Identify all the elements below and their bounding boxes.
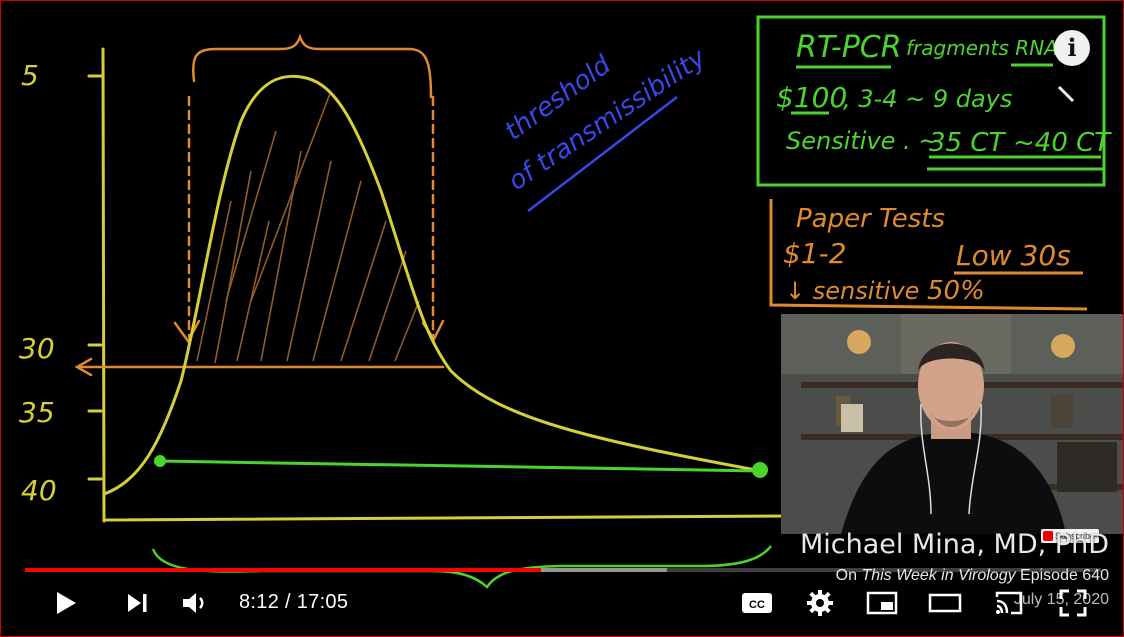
captions-button[interactable]: CC	[737, 585, 777, 621]
progress-bar[interactable]	[25, 568, 1101, 572]
time-display: 8:12 / 17:05	[239, 591, 348, 614]
viral-load-curve	[102, 74, 763, 496]
show-prefix: On	[835, 567, 862, 584]
rtpcr-box: RT-PCR fragments RNA $100 , 3-4 ~ 9 days…	[756, 15, 1112, 187]
pen-cursor-icon	[1057, 85, 1075, 103]
y-label-40: 40	[21, 474, 57, 507]
paper-percent: 50%	[927, 276, 985, 306]
fullscreen-icon	[1059, 589, 1087, 617]
presenter-name: Michael Mina, MD, PhD	[799, 529, 1109, 560]
miniplayer-icon	[866, 591, 898, 615]
cast-button[interactable]	[989, 585, 1029, 621]
paper-tests-box: Paper Tests $1-2 Low 30s ↓ sensitive 50%	[769, 199, 1088, 311]
next-icon	[128, 594, 147, 612]
presenter-video	[781, 314, 1123, 534]
orange-bracket-top	[74, 33, 445, 377]
webcam-inset	[781, 314, 1123, 534]
paper-ct: Low 30s	[956, 239, 1071, 272]
cc-label: CC	[749, 599, 765, 611]
detection-line	[154, 455, 768, 478]
rtpcr-40ct: ~40 CT	[1013, 128, 1112, 158]
rtpcr-title-rest: fragments RNA	[906, 36, 1058, 60]
volume-icon	[183, 593, 204, 613]
progress-played	[25, 568, 542, 572]
settings-button[interactable]	[801, 585, 839, 621]
theater-mode-button[interactable]	[925, 585, 965, 621]
play-icon	[57, 592, 76, 614]
fullscreen-button[interactable]	[1053, 585, 1093, 621]
y-label-35: 35	[19, 396, 55, 429]
info-icon[interactable]: i	[1054, 30, 1090, 66]
cc-icon: CC	[742, 593, 772, 613]
rtpcr-price: $100	[776, 81, 847, 114]
next-button[interactable]	[119, 585, 155, 621]
show-title: This Week in Virology	[861, 567, 1016, 584]
settings-icon	[807, 590, 833, 616]
graph-axes	[87, 47, 793, 523]
show-credit: On This Week in Virology Episode 640	[836, 567, 1109, 585]
rtpcr-title: RT-PCR	[796, 30, 902, 65]
threshold-annotation: threshold of transmissibility	[499, 43, 712, 212]
rtpcr-time: , 3-4 ~ 9 days	[843, 85, 1012, 113]
paper-title: Paper Tests	[796, 204, 945, 234]
y-label-30: 30	[19, 332, 55, 365]
y-label-5: 5	[21, 59, 39, 92]
current-time: 8:12	[239, 591, 280, 613]
subscribe-badge[interactable]: Subscribe	[1041, 529, 1100, 543]
cast-icon	[995, 591, 1023, 615]
rtpcr-sensitive: Sensitive . ~	[786, 127, 938, 155]
miniplayer-button[interactable]	[863, 585, 901, 621]
player-controls: 8:12 / 17:05 CC	[1, 579, 1123, 629]
theater-icon	[928, 593, 962, 613]
time-separator: /	[279, 591, 297, 613]
episode-number: Episode 640	[1015, 567, 1109, 584]
duration: 17:05	[296, 591, 349, 613]
paper-sensitive: ↓ sensitive	[785, 277, 919, 305]
rtpcr-35ct: 35 CT	[929, 128, 1007, 158]
paper-price: $1-2	[783, 237, 847, 270]
play-button[interactable]	[45, 585, 85, 621]
volume-button[interactable]	[177, 585, 213, 621]
infectious-area-hatch	[196, 90, 420, 364]
